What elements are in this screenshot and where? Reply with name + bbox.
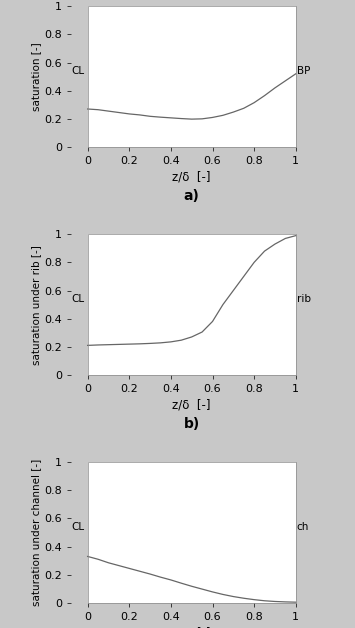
Bar	[88, 234, 296, 375]
Text: CL: CL	[72, 294, 85, 304]
Bar	[88, 462, 296, 603]
Text: CL: CL	[72, 66, 85, 76]
Bar	[88, 234, 296, 375]
X-axis label: z/δ  [-]: z/δ [-]	[173, 170, 211, 183]
Y-axis label: saturation [-]: saturation [-]	[32, 42, 42, 111]
Bar	[88, 462, 296, 603]
Text: b): b)	[184, 417, 200, 431]
Text: rib: rib	[296, 294, 311, 304]
Text: ch: ch	[296, 522, 309, 532]
X-axis label: z/δ  [-]: z/δ [-]	[173, 626, 211, 628]
Text: a): a)	[184, 189, 200, 203]
Y-axis label: saturation under channel [-]: saturation under channel [-]	[32, 459, 42, 606]
Text: CL: CL	[72, 522, 85, 532]
X-axis label: z/δ  [-]: z/δ [-]	[173, 398, 211, 411]
Bar	[88, 6, 296, 147]
Bar	[88, 6, 296, 147]
Text: BP: BP	[296, 66, 310, 76]
Y-axis label: saturation under rib [-]: saturation under rib [-]	[32, 245, 42, 364]
